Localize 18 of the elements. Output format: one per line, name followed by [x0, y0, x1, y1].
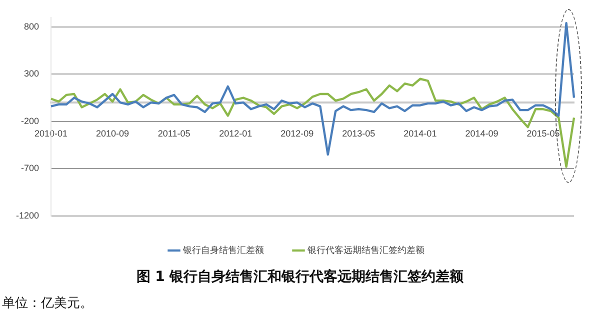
- x-tick-label: 2013-05: [342, 128, 376, 138]
- y-tick-label: 800: [24, 21, 40, 32]
- y-tick-label: 300: [24, 68, 40, 79]
- x-tick-label: 2012-01: [219, 128, 252, 138]
- x-tick-label: 2010-01: [34, 128, 68, 138]
- legend-label: 银行自身结售汇差额: [182, 244, 264, 255]
- text: 图 1 银行自身结售汇和银行代客远期结售汇签约差额: [135, 268, 465, 286]
- x-tick-label: 2010-09: [96, 128, 130, 138]
- y-tick-label: -700: [21, 163, 40, 174]
- x-tick-label: 2012-09: [280, 128, 314, 138]
- x-tick-label: 2014-01: [404, 128, 437, 138]
- x-tick-label: 2015-05: [526, 128, 560, 138]
- x-tick-label: 2011-05: [158, 128, 190, 138]
- x-tick-label: 2014-09: [465, 128, 498, 138]
- y-tick-label: -200: [21, 116, 40, 126]
- legend-label: 银行代客远期结售汇签约差额: [306, 244, 424, 255]
- text: 单位：亿美元。: [2, 295, 93, 312]
- y-tick-label: -1200: [16, 210, 40, 220]
